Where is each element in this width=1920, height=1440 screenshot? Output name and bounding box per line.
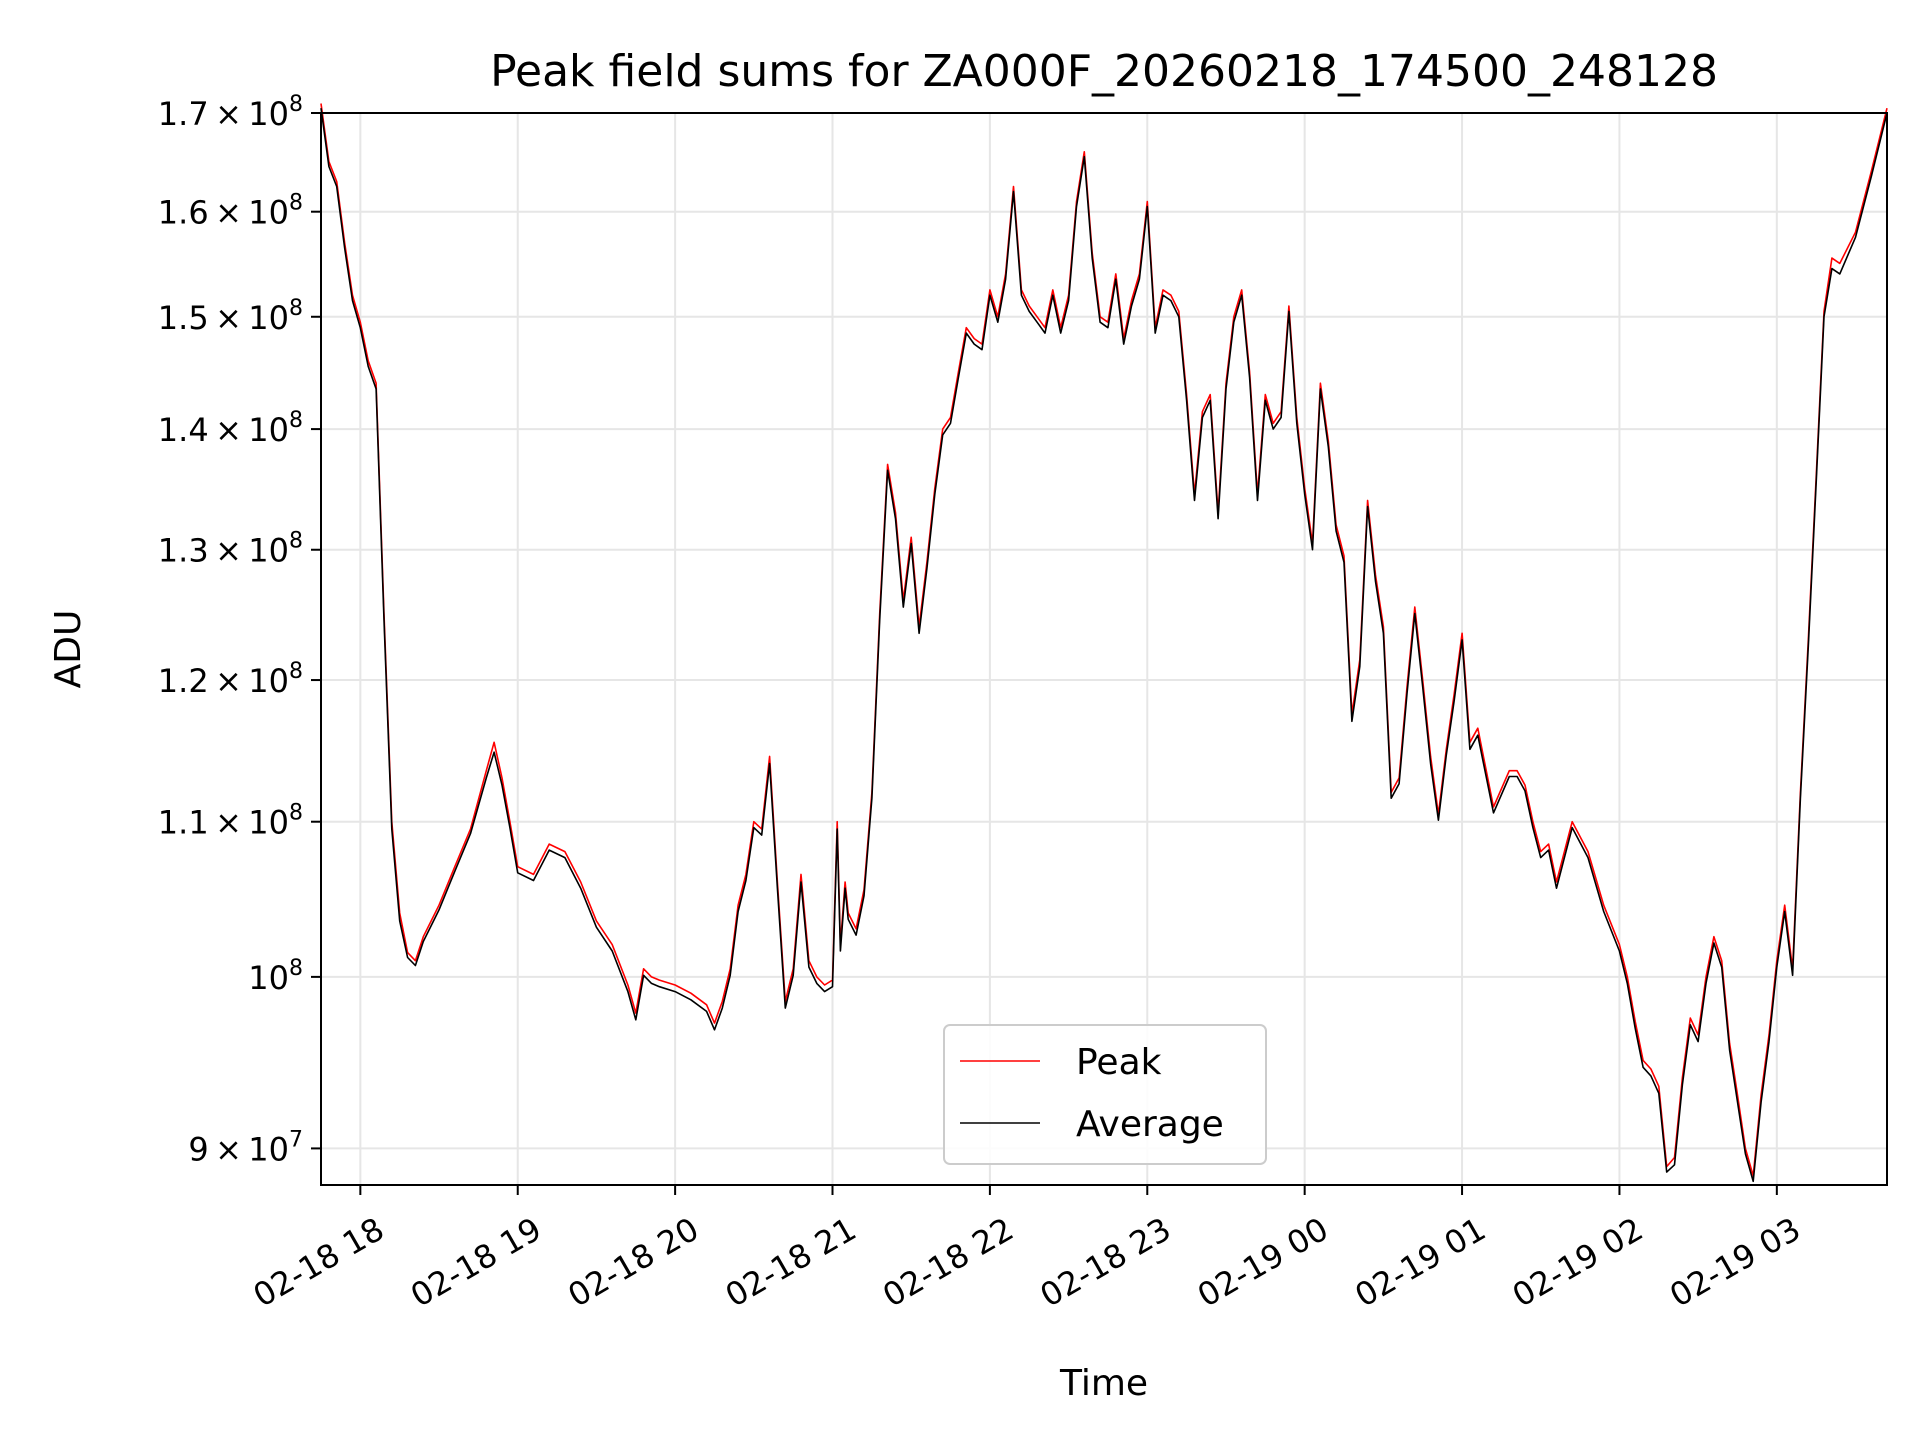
y-tick-label: 1.3 × 108 — [158, 529, 303, 570]
y-tick-label: 1.5 × 108 — [158, 296, 303, 337]
series-line-average — [320, 108, 1888, 1183]
chart-title: Peak field sums for ZA000F_20260218_1745… — [490, 46, 1718, 97]
x-axis-label: Time — [1059, 1363, 1148, 1404]
y-tick-label: 1.1 × 108 — [158, 801, 303, 842]
y-tick-label: 1.4 × 108 — [158, 408, 303, 449]
y-tick-label: 1.2 × 108 — [158, 659, 303, 700]
plot-frame — [320, 112, 1888, 1186]
legend-label-average: Average — [1076, 1104, 1224, 1145]
series-line-peak — [320, 103, 1888, 1177]
y-tick-label: 1.6 × 108 — [158, 191, 303, 232]
legend: Peak Average — [943, 1024, 1267, 1165]
legend-label-peak: Peak — [1076, 1042, 1162, 1083]
y-tick-label: 9 × 107 — [188, 1127, 303, 1168]
legend-box — [943, 1024, 1267, 1165]
series-layer — [320, 103, 1888, 1183]
y-tick-label: 1.7 × 108 — [158, 92, 303, 133]
y-axis-label: ADU — [48, 610, 89, 689]
